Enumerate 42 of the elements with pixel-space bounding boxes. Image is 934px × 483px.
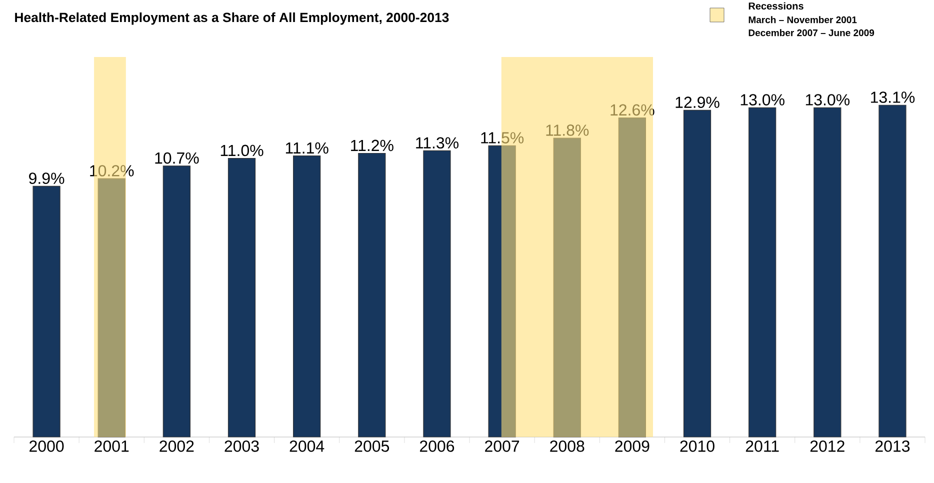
- text: March – November 2001: [748, 16, 857, 24]
- data-label: 11.3%: [416, 137, 458, 149]
- x-tick-label: 2001: [94, 440, 129, 452]
- x-tick-label: 2005: [354, 440, 390, 452]
- data-label: 13.0%: [740, 94, 784, 106]
- data-label: 12.9%: [676, 96, 720, 108]
- bar: [814, 107, 842, 438]
- x-tick-label: 2000: [30, 440, 64, 452]
- x-tick-label: 2011: [746, 440, 779, 452]
- chart-title: Health-Related Employment as a Share of All Employment, 2000-2013: [15, 12, 449, 25]
- data-label: 9.9%: [29, 172, 64, 184]
- x-tick-label: 2013: [875, 440, 910, 452]
- data-label: 11.1%: [286, 142, 328, 154]
- text: December 2007 – June 2009: [748, 29, 874, 36]
- bar: [32, 186, 60, 438]
- x-tick-label: 2009: [615, 440, 650, 452]
- bar: [358, 152, 386, 438]
- data-label: 10.7%: [155, 152, 199, 164]
- text: Recessions: [748, 2, 804, 10]
- bar: [748, 107, 776, 438]
- x-tick-label: 2002: [160, 440, 194, 452]
- bar: [683, 110, 712, 438]
- bar: [228, 158, 256, 438]
- data-label: 13.0%: [806, 94, 850, 106]
- x-tick-label: 2008: [550, 440, 584, 452]
- x-tick-label: 2007: [485, 440, 520, 452]
- bar: [162, 166, 190, 438]
- data-label: 11.0%: [220, 144, 264, 156]
- bar: [293, 155, 321, 438]
- data-label: 13.1%: [871, 92, 915, 103]
- data-label: 11.2%: [351, 140, 394, 152]
- data-label: 11.8%: [546, 124, 589, 136]
- x-tick-label: 2006: [420, 440, 454, 452]
- x-tick-label: 2010: [680, 440, 714, 452]
- x-tick-label: 2012: [810, 440, 844, 452]
- x-tick-label: 2004: [290, 440, 324, 452]
- x-tick-label: 2003: [224, 440, 259, 452]
- bar: [488, 145, 516, 438]
- bar: [423, 150, 451, 438]
- bar: [878, 104, 906, 438]
- bar: [618, 117, 646, 438]
- bar: [553, 138, 581, 438]
